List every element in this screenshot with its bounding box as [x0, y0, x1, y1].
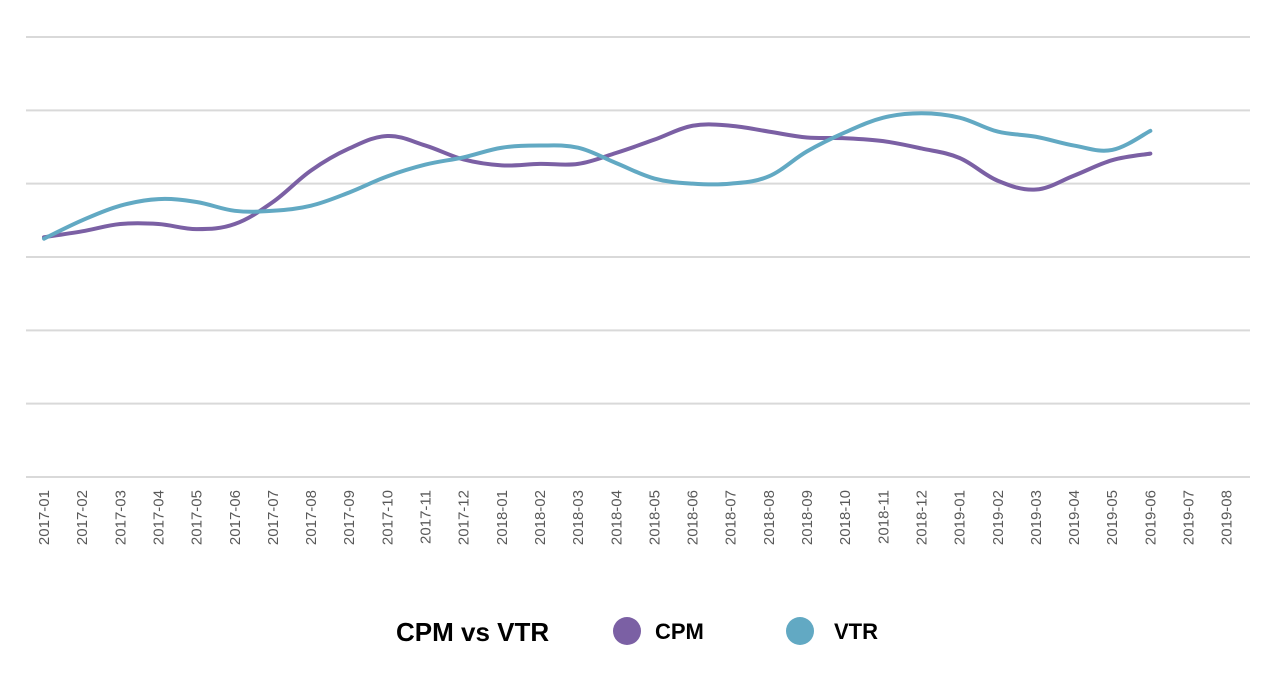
x-tick-label: 2018-10: [837, 490, 854, 545]
x-tick-label: 2018-07: [723, 490, 740, 545]
x-tick-label: 2017-07: [265, 490, 282, 545]
legend-label-cpm: CPM: [655, 619, 704, 644]
x-tick-label: 2017-10: [379, 490, 396, 545]
legend-marker-vtr: [786, 617, 814, 645]
x-tick-label: 2017-04: [150, 490, 167, 545]
x-tick-label: 2017-01: [36, 490, 53, 545]
legend-marker-cpm: [613, 617, 641, 645]
x-tick-label: 2018-08: [761, 490, 778, 545]
series-line-cpm: [42, 122, 1153, 240]
x-tick-label: 2019-07: [1181, 490, 1198, 545]
x-tick-label: 2019-06: [1142, 490, 1159, 545]
x-tick-label: 2017-05: [189, 490, 206, 545]
x-tick-label: 2018-11: [875, 490, 892, 544]
x-axis-tick-labels: 2017-01 2017-02 2017-03 2017-04 2017-05 2017-…: [36, 490, 1236, 545]
x-tick-label: 2019-02: [990, 490, 1007, 545]
x-tick-label: 2018-04: [608, 490, 625, 545]
x-tick-label: 2017-03: [112, 490, 129, 545]
x-tick-label: 2018-01: [494, 490, 511, 545]
x-tick-label: 2018-12: [913, 490, 930, 545]
x-tick-label: 2018-06: [685, 490, 702, 545]
x-tick-label: 2019-03: [1028, 490, 1045, 545]
x-tick-label: 2017-09: [341, 490, 358, 545]
legend-title: CPM vs VTR: [396, 617, 549, 647]
x-tick-label: 2017-02: [74, 490, 91, 545]
x-tick-label: 2018-03: [570, 490, 587, 545]
legend-label-vtr: VTR: [834, 619, 878, 644]
x-tick-label: 2019-08: [1219, 490, 1236, 545]
x-tick-label: 2017-06: [227, 490, 244, 545]
x-tick-label: 2018-02: [532, 490, 549, 545]
x-tick-label: 2018-05: [646, 490, 663, 545]
x-tick-label: 2018-09: [799, 490, 816, 545]
x-tick-label: 2017-08: [303, 490, 320, 545]
x-tick-label: 2019-05: [1104, 490, 1121, 545]
series-line-vtr: [42, 111, 1153, 241]
series-lines: [42, 111, 1153, 241]
x-tick-label: 2017-11: [418, 490, 435, 544]
x-tick-label: 2019-01: [952, 490, 969, 545]
legend: CPM vs VTR CPM VTR: [396, 617, 878, 647]
gridlines: [26, 36, 1250, 478]
x-tick-label: 2019-04: [1066, 490, 1083, 545]
x-tick-label: 2017-12: [456, 490, 473, 545]
